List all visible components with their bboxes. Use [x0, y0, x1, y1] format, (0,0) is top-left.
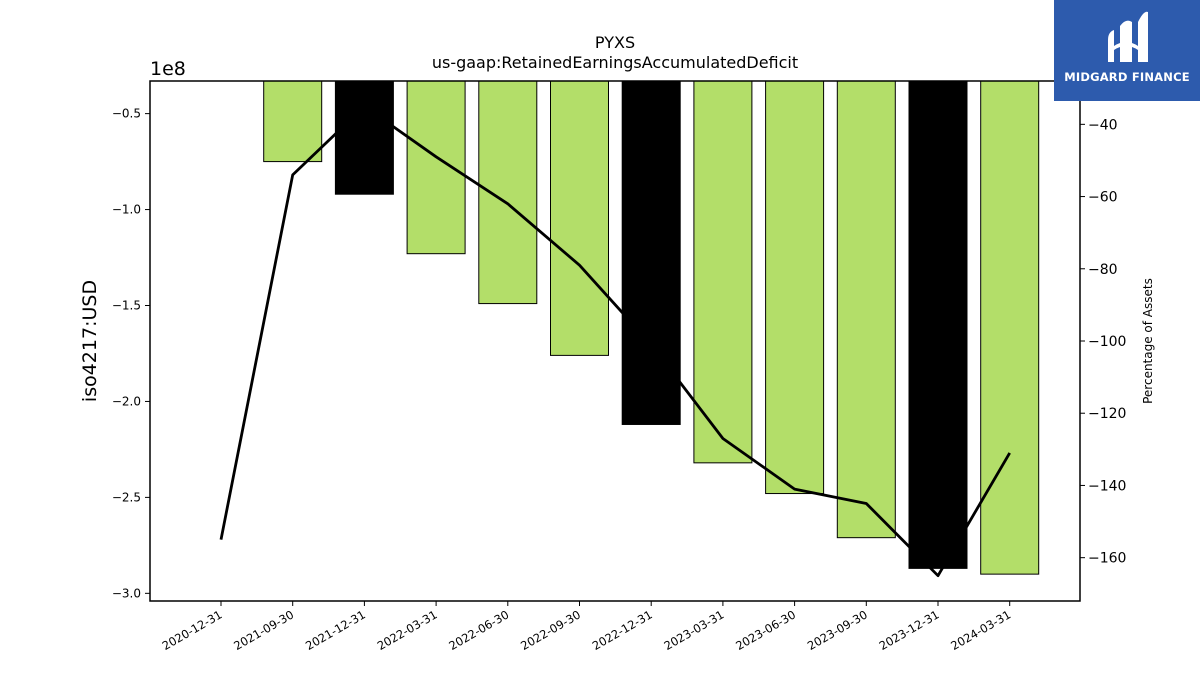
x-tick-label: 2023-03-31: [662, 607, 727, 653]
brand-name: MIDGARD FINANCE: [1064, 70, 1190, 84]
chart-subtitle: us-gaap:RetainedEarningsAccumulatedDefic…: [432, 53, 798, 72]
y2-tick-label: −160: [1088, 551, 1126, 567]
y-tick-label: −3.0: [112, 586, 141, 600]
bar-2022-12-31: [621, 80, 681, 425]
x-tick-label: 2020-12-31: [160, 607, 225, 653]
x-tick-label: 2022-12-31: [590, 607, 655, 653]
x-tick-label: 2021-09-30: [231, 607, 296, 653]
bar-2022-06-30: [478, 80, 538, 305]
y-tick-label: −0.5: [112, 107, 141, 121]
bar-2021-12-31: [334, 80, 394, 195]
y2-tick-label: −100: [1088, 334, 1126, 350]
bar-2022-09-30: [550, 80, 609, 356]
x-tick-label: 2023-12-31: [877, 607, 942, 653]
x-tick-label: 2024-03-31: [948, 607, 1013, 653]
y-axis-label: iso4217:USD: [79, 280, 101, 402]
y2-axis-label: Percentage of Assets: [1141, 278, 1155, 404]
brand-logo: MIDGARD FINANCE: [1054, 0, 1200, 101]
line-percentage-of-assets: [219, 104, 1011, 578]
chart-title: PYXS: [595, 33, 635, 52]
y2-tick-label: −40: [1088, 117, 1118, 133]
midgard-logo-icon: [1108, 11, 1148, 63]
bar-2023-06-30: [765, 80, 825, 495]
y2-tick-label: −60: [1088, 190, 1118, 206]
bar-2023-09-30: [836, 80, 896, 539]
y2-tick-label: −80: [1088, 262, 1118, 278]
x-tick-label: 2022-09-30: [518, 607, 583, 653]
x-tick-label: 2023-06-30: [733, 607, 798, 653]
bar-2023-03-31: [693, 80, 753, 464]
x-tick-label: 2021-12-31: [303, 607, 368, 653]
x-tick-label: 2023-09-30: [805, 607, 870, 653]
x-tick-label: 2022-06-30: [446, 607, 511, 653]
bar-2024-03-31: [980, 80, 1040, 575]
y-tick-label: −1.0: [112, 203, 141, 217]
y2-tick-label: −120: [1088, 406, 1126, 422]
y-tick-label: −2.0: [112, 394, 141, 408]
y2-tick-label: −140: [1088, 478, 1126, 494]
x-tick-label: 2022-03-31: [375, 607, 440, 653]
y-offset-label: 1e8: [150, 58, 186, 80]
bar-2021-09-30: [263, 80, 323, 163]
y-tick-label: −2.5: [112, 490, 141, 504]
bar-2023-12-31: [908, 80, 968, 569]
bar-2022-03-31: [406, 80, 466, 255]
y-tick-label: −1.5: [112, 299, 141, 313]
